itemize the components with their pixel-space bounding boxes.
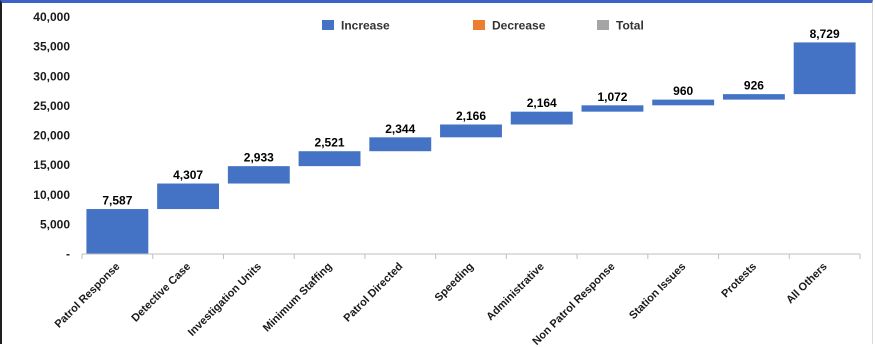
data-label-protests: 926 — [744, 79, 764, 93]
legend-swatch-decrease — [473, 20, 485, 30]
x-category-label-patrol-response: Patrol Response — [53, 261, 123, 331]
data-label-speeding: 2,166 — [456, 109, 486, 123]
bar-detective-case — [157, 183, 220, 210]
bar-minimum-staffing — [298, 151, 361, 167]
data-label-investigation-units: 2,933 — [244, 151, 274, 165]
legend-swatch-total — [597, 20, 609, 30]
bar-station-issues — [652, 99, 715, 106]
y-tick-label: 25,000 — [33, 99, 70, 113]
data-label-detective-case: 4,307 — [173, 168, 203, 182]
y-tick-label: 15,000 — [33, 158, 70, 172]
y-tick-label: 10,000 — [33, 188, 70, 202]
x-category-label-protests: Protests — [719, 261, 759, 301]
bar-administrative — [510, 111, 573, 125]
data-label-administrative: 2,164 — [527, 96, 557, 110]
x-axis: Patrol Response Detective CaseInvestigati… — [53, 253, 861, 347]
bar-investigation-units — [227, 166, 290, 184]
bar-non-patrol-response — [581, 105, 644, 112]
y-tick-label: 20,000 — [33, 129, 70, 143]
x-category-label-patrol-directed: Patrol Directed — [342, 261, 406, 325]
x-category-label-minimum-staffing: Minimum Staffing — [261, 261, 335, 335]
bar-protests — [722, 94, 785, 100]
bar-all-others — [793, 42, 856, 95]
y-axis: - 5,000 10,000 15,000 20,000 25,000 30,000 35,0… — [33, 10, 70, 261]
data-label-patrol-response: 7,587 — [102, 194, 132, 208]
data-label-station-issues: 960 — [673, 84, 693, 98]
bar-patrol-directed — [369, 137, 432, 152]
y-tick-label: 40,000 — [33, 10, 70, 24]
legend-swatch-increase — [322, 20, 334, 30]
x-category-label-administrative: Administrative — [484, 261, 547, 324]
legend: Increase Decrease Total — [322, 19, 644, 33]
y-tick-label: 30,000 — [33, 69, 70, 83]
data-label-all-others: 8,729 — [810, 27, 840, 41]
x-category-label-investigation-units: Investigation Units — [186, 261, 264, 339]
legend-label-decrease: Decrease — [492, 19, 546, 33]
x-category-label-non-patrol-response: Non Patrol Response — [530, 261, 617, 347]
x-category-label-all-others: All Others — [784, 261, 830, 307]
y-tick-label: - — [66, 247, 70, 261]
x-category-label-detective-case: Detective Case — [129, 261, 193, 325]
legend-label-increase: Increase — [341, 19, 390, 33]
bars — [86, 42, 856, 254]
y-tick-label: 35,000 — [33, 40, 70, 54]
data-label-patrol-directed: 2,344 — [385, 122, 415, 136]
x-category-label-speeding: Speeding — [433, 261, 476, 304]
bar-speeding — [440, 124, 502, 138]
waterfall-chart: Increase Decrease Total - 5,000 10,000 15,000… — [33, 10, 861, 347]
legend-label-total: Total — [616, 19, 644, 33]
x-category-label-station-issues: Station Issues — [627, 261, 688, 322]
data-label-minimum-staffing: 2,521 — [315, 136, 345, 150]
y-tick-label: 5,000 — [40, 217, 70, 231]
bar-patrol-response — [86, 209, 149, 254]
data-label-non-patrol-response: 1,072 — [597, 90, 627, 104]
data-labels: 7,587 4,307 2,933 2,521 2,344 2,166 2,164 1,072… — [102, 27, 840, 208]
